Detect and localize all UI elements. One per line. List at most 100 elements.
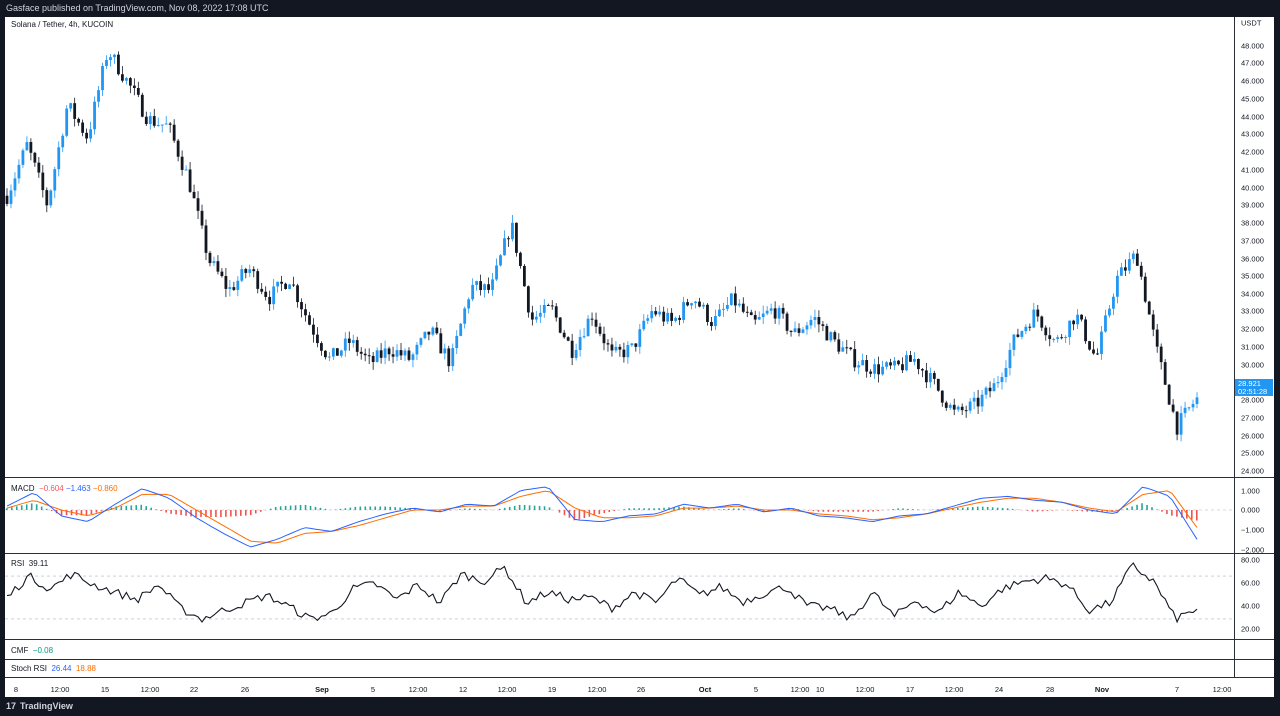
candle-body bbox=[101, 65, 104, 91]
candle-body bbox=[948, 404, 952, 408]
macd-histogram-bar bbox=[797, 509, 800, 510]
macd-histogram-bar bbox=[369, 506, 372, 510]
macd-histogram-bar bbox=[917, 509, 919, 510]
candle-body bbox=[439, 333, 443, 354]
stoch-axis[interactable] bbox=[1234, 660, 1274, 677]
macd-chart[interactable] bbox=[5, 478, 1234, 553]
candle-body bbox=[455, 335, 459, 349]
candle-body bbox=[308, 315, 311, 325]
time-axis-label: 12:00 bbox=[855, 685, 875, 694]
price-axis-label: 35.000 bbox=[1241, 271, 1264, 281]
price-pane[interactable]: Solana / Tether, 4h, KUCOIN bbox=[5, 17, 1234, 478]
candle-body bbox=[515, 222, 518, 253]
candle-body bbox=[419, 338, 423, 345]
macd-histogram-bar bbox=[65, 510, 68, 516]
candle-body bbox=[479, 281, 483, 291]
candle-body bbox=[343, 338, 347, 351]
candle-body bbox=[172, 124, 176, 141]
macd-histogram-bar bbox=[299, 504, 302, 510]
macd-histogram-bar bbox=[459, 509, 461, 510]
cmf-pane[interactable]: CMF −0.08 bbox=[5, 640, 1234, 660]
cmf-legend: CMF −0.08 bbox=[11, 646, 53, 655]
macd-histogram-bar bbox=[479, 509, 481, 510]
candle-body bbox=[224, 276, 228, 289]
macd-histogram-bar bbox=[165, 510, 167, 513]
candle-body bbox=[367, 355, 371, 357]
macd-pane[interactable]: MACD −0.604 −1.463 −0.860 bbox=[5, 478, 1234, 554]
price-axis[interactable]: USDT 48.000 47.000 46.000 45.000 44.000 43.00… bbox=[1234, 17, 1274, 478]
candle-body bbox=[1155, 329, 1159, 347]
macd-histogram-bar bbox=[742, 509, 745, 510]
candle-body bbox=[594, 319, 598, 327]
macd-axis[interactable]: 1.000 0.000 −1.000 −2.000 bbox=[1234, 478, 1274, 555]
macd-histogram-bar bbox=[469, 508, 471, 510]
rsi-axis-label: 20.00 bbox=[1241, 624, 1260, 634]
candle-body bbox=[208, 252, 212, 264]
rsi-chart[interactable] bbox=[5, 554, 1234, 639]
macd-histogram-bar bbox=[812, 510, 815, 512]
cmf-axis[interactable] bbox=[1234, 640, 1274, 660]
macd-histogram-bar bbox=[1191, 510, 1193, 520]
candle-body bbox=[69, 103, 73, 109]
candle-body bbox=[650, 311, 654, 319]
candle-body bbox=[825, 325, 829, 341]
candle-body bbox=[17, 164, 21, 179]
candle-body bbox=[451, 348, 455, 367]
candle-body bbox=[511, 222, 514, 240]
candle-body bbox=[745, 311, 749, 313]
candle-body bbox=[435, 327, 439, 334]
price-axis-label: 25.000 bbox=[1241, 448, 1264, 458]
candle-body bbox=[558, 317, 562, 333]
macd-histogram-bar bbox=[877, 510, 879, 511]
stoch-k-value: 26.44 bbox=[51, 664, 72, 673]
candle-body bbox=[741, 303, 745, 312]
rsi-axis[interactable]: 80.00 60.00 40.00 20.00 bbox=[1234, 554, 1274, 640]
candlestick-chart[interactable] bbox=[5, 17, 1234, 477]
rsi-pane[interactable]: RSI 39.11 bbox=[5, 554, 1234, 640]
candle-body bbox=[805, 325, 809, 330]
candle-body bbox=[188, 169, 192, 192]
candle-body bbox=[447, 348, 451, 367]
macd-histogram-bar bbox=[1156, 509, 1158, 510]
candle-body bbox=[920, 369, 924, 371]
candle-body bbox=[1092, 349, 1095, 354]
macd-histogram-bar bbox=[508, 506, 511, 510]
macd-histogram-bar bbox=[1076, 510, 1079, 512]
candle-body bbox=[757, 317, 761, 320]
candle-body bbox=[1056, 337, 1060, 340]
macd-histogram-bar bbox=[160, 510, 162, 511]
symbol-title[interactable]: Solana / Tether, 4h, KUCOIN bbox=[11, 20, 114, 29]
candle-body bbox=[582, 336, 586, 338]
candle-body bbox=[443, 348, 447, 354]
macd-histogram-bar bbox=[897, 508, 899, 510]
macd-histogram-bar bbox=[638, 508, 640, 510]
candle-body bbox=[602, 333, 606, 344]
candle-body bbox=[212, 261, 216, 264]
macd-histogram-bar bbox=[703, 509, 705, 510]
candle-body bbox=[5, 195, 9, 204]
candle-body bbox=[845, 347, 849, 349]
candle-body bbox=[578, 336, 582, 351]
candle-body bbox=[411, 354, 415, 360]
macd-histogram-bar bbox=[324, 508, 327, 510]
candle-body bbox=[686, 302, 689, 306]
price-axis-label: 32.000 bbox=[1241, 324, 1264, 334]
time-axis-label: 7 bbox=[1174, 685, 1180, 694]
price-axis-label: 37.000 bbox=[1241, 236, 1264, 246]
candle-body bbox=[327, 356, 331, 358]
macd-name: MACD bbox=[11, 484, 35, 493]
candle-body bbox=[355, 340, 359, 352]
candle-body bbox=[682, 302, 685, 320]
candle-body bbox=[89, 129, 92, 139]
macd-histogram-bar bbox=[568, 510, 571, 518]
candle-body bbox=[320, 343, 323, 351]
candle-body bbox=[383, 348, 387, 358]
macd-histogram-bar bbox=[1041, 510, 1044, 512]
macd-histogram-bar bbox=[902, 508, 904, 510]
candle-body bbox=[220, 271, 224, 277]
time-axis[interactable]: 8 12:00 15 12:00 22 26 Sep 5 12:00 12 12:00 19 12:00… bbox=[5, 677, 1274, 697]
macd-histogram-bar bbox=[1081, 510, 1084, 512]
candle-body bbox=[901, 364, 904, 371]
stoch-rsi-pane[interactable]: Stoch RSI 26.44 18.88 bbox=[5, 660, 1234, 677]
candle-body bbox=[905, 355, 908, 371]
